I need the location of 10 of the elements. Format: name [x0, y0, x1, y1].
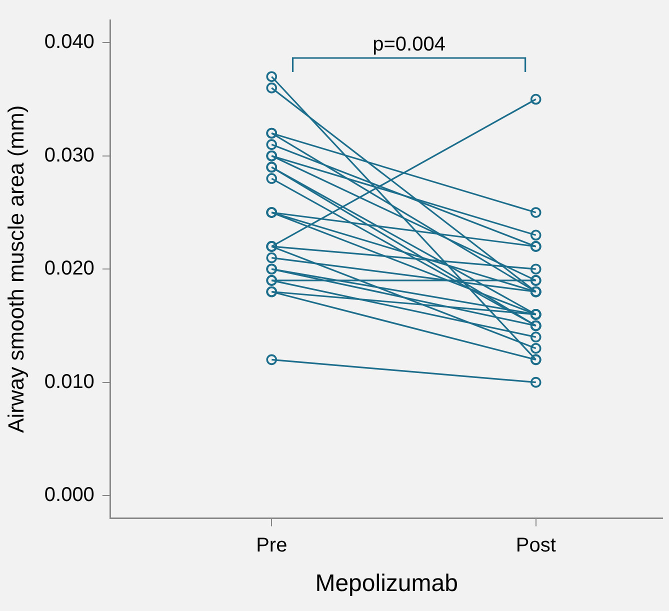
annotation: p=0.004	[372, 34, 446, 56]
y-tick-label: 0.040	[44, 31, 94, 54]
y-tick-label: 0.000	[44, 484, 94, 506]
x-tick-label: Post	[516, 534, 556, 557]
x-tick-label: Pre	[256, 534, 288, 557]
y-axis-title: Airway smooth muscle area (mm)	[3, 105, 28, 433]
y-tick-label: 0.020	[44, 258, 94, 280]
x-axis-title: Mepolizumab	[315, 570, 458, 598]
y-tick-label: 0.010	[44, 370, 94, 393]
y-tick-label: 0.030	[44, 144, 94, 166]
